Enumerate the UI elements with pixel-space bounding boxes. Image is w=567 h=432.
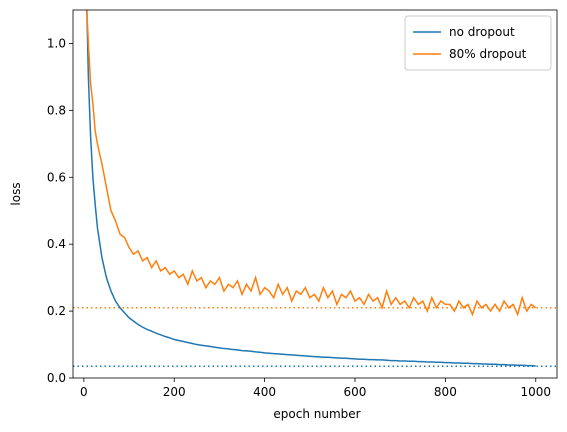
y-tick-label: 0.8 xyxy=(47,103,66,117)
y-tick-label: 0.0 xyxy=(47,371,66,385)
y-tick-label: 0.4 xyxy=(47,237,66,251)
data-line xyxy=(86,10,537,317)
x-tick-label: 400 xyxy=(253,385,276,399)
legend-box xyxy=(404,15,552,71)
x-tick-label: 1000 xyxy=(520,385,551,399)
x-tick-label: 0 xyxy=(80,385,88,399)
y-axis-label: loss xyxy=(9,182,23,205)
x-tick-label: 800 xyxy=(434,385,457,399)
y-tick-label: 1.0 xyxy=(47,36,66,50)
plot-area xyxy=(73,10,557,368)
y-tick-label: 0.6 xyxy=(47,170,66,184)
y-tick-label: 0.2 xyxy=(47,304,66,318)
x-tick-label: 200 xyxy=(163,385,186,399)
plot-frame xyxy=(72,9,558,379)
x-tick-label: 600 xyxy=(344,385,367,399)
legend-label: 80% dropout xyxy=(449,47,527,61)
legend-label: no dropout xyxy=(449,25,515,39)
data-line xyxy=(86,10,536,367)
x-axis-label: epoch number xyxy=(273,407,360,421)
